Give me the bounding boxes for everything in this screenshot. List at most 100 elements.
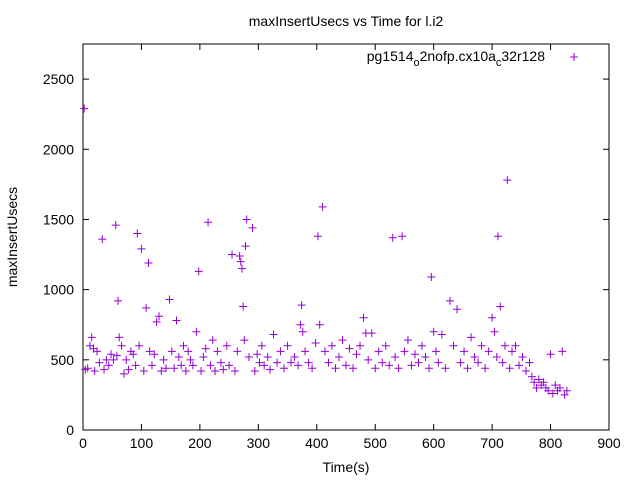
data-point [352, 350, 361, 359]
data-point [522, 367, 531, 376]
data-point [263, 353, 272, 362]
data-point [334, 353, 343, 362]
data-point [233, 347, 242, 356]
data-point [394, 364, 403, 373]
data-point [391, 353, 400, 362]
data-point [240, 336, 249, 345]
data-point [311, 338, 320, 347]
data-point [470, 353, 479, 362]
y-tick-label: 2000 [43, 141, 74, 157]
data-point [276, 347, 285, 356]
data-point [161, 364, 170, 373]
data-point [527, 372, 536, 381]
data-point [228, 250, 237, 259]
data-point [290, 353, 299, 362]
data-point [367, 329, 376, 338]
data-point [507, 347, 516, 356]
legend-label-subscript-1: o [413, 57, 419, 69]
x-tick-label: 800 [539, 435, 563, 451]
x-tick-label: 400 [305, 435, 329, 451]
data-point [102, 355, 111, 364]
data-point [432, 347, 441, 356]
data-point [269, 330, 278, 339]
x-axis-label: Time(s) [323, 459, 370, 475]
data-point [481, 364, 490, 373]
data-point [388, 233, 397, 242]
data-point [216, 358, 225, 367]
data-point [313, 232, 322, 241]
plot-frame [82, 43, 610, 431]
data-point [201, 344, 210, 353]
data-point [342, 361, 350, 370]
x-tick-label: 700 [480, 435, 504, 451]
legend-label-subscript-2: c [496, 57, 502, 69]
data-point [211, 367, 220, 376]
x-tick-label: 300 [247, 435, 271, 451]
data-point [145, 347, 154, 356]
data-point [219, 365, 228, 374]
data-point [345, 344, 354, 353]
data-point [257, 341, 266, 350]
data-point [174, 353, 183, 362]
data-point [294, 361, 303, 370]
data-point [104, 361, 113, 370]
data-point [111, 221, 120, 230]
data-point [199, 353, 208, 362]
data-point [414, 358, 423, 367]
data-point [398, 232, 407, 241]
data-point [170, 364, 179, 373]
data-point [93, 347, 102, 356]
legend-label-part-2: 2nofp.cx10a [420, 48, 496, 64]
data-point [484, 347, 493, 356]
data-point [364, 355, 373, 364]
data-point [273, 358, 282, 367]
data-point [318, 202, 327, 211]
y-tick-label: 1500 [43, 211, 74, 227]
data-point [530, 378, 539, 387]
data-point [100, 365, 109, 374]
y-tick-label: 2500 [43, 71, 74, 87]
data-point [188, 361, 197, 370]
data-point [456, 358, 465, 367]
data-point [172, 316, 181, 325]
data-point [558, 347, 567, 356]
data-point [374, 347, 383, 356]
data-point [427, 273, 436, 282]
data-point [338, 336, 347, 345]
data-point [548, 389, 557, 398]
data-point [532, 383, 541, 392]
x-tick-label: 0 [79, 435, 87, 451]
data-point [255, 358, 264, 367]
data-point [327, 341, 336, 350]
data-point [493, 232, 502, 241]
data-point [421, 353, 430, 362]
data-point [119, 369, 128, 378]
data-point [235, 251, 244, 260]
data-point [331, 364, 340, 373]
data-point [434, 358, 443, 367]
data-point [154, 312, 163, 321]
y-tick-label: 0 [66, 422, 74, 438]
data-point [184, 347, 193, 356]
data-point [424, 364, 433, 373]
data-point [135, 341, 144, 350]
data-point [95, 358, 104, 367]
y-tick-label: 500 [51, 352, 75, 368]
data-point [139, 367, 148, 376]
data-point [213, 347, 222, 356]
legend-marker [570, 53, 578, 61]
data-point [467, 333, 476, 342]
data-point [378, 358, 387, 367]
x-tick-label: 100 [130, 435, 154, 451]
data-point [83, 364, 92, 373]
data-point [296, 320, 305, 329]
data-point [165, 295, 174, 304]
data-point [90, 367, 99, 376]
data-point [477, 341, 486, 350]
data-point [381, 341, 390, 350]
data-point [117, 341, 126, 350]
data-point [546, 350, 555, 359]
data-point [539, 378, 548, 387]
data-point [544, 386, 553, 395]
data-point [150, 350, 159, 359]
